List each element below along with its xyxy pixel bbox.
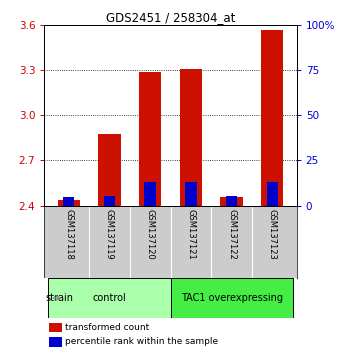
Bar — [49, 337, 62, 347]
Bar — [49, 323, 62, 332]
Text: GSM137119: GSM137119 — [105, 209, 114, 260]
Text: GSM137121: GSM137121 — [186, 209, 195, 260]
Text: percentile rank within the sample: percentile rank within the sample — [64, 337, 218, 347]
Text: transformed count: transformed count — [64, 323, 149, 332]
Bar — [180, 69, 202, 206]
Bar — [104, 196, 115, 206]
Text: GSM137122: GSM137122 — [227, 209, 236, 260]
Bar — [139, 72, 161, 206]
Text: GSM137118: GSM137118 — [64, 209, 73, 260]
Bar — [48, 278, 170, 318]
Text: strain: strain — [45, 293, 73, 303]
Text: TAC1 overexpressing: TAC1 overexpressing — [180, 293, 283, 303]
Bar — [170, 278, 293, 318]
Bar — [261, 30, 283, 206]
Bar — [58, 200, 80, 206]
Text: control: control — [92, 293, 126, 303]
Bar — [98, 134, 121, 206]
Bar — [267, 182, 278, 206]
Bar — [226, 196, 237, 206]
Title: GDS2451 / 258304_at: GDS2451 / 258304_at — [106, 11, 235, 24]
Bar — [185, 182, 196, 206]
Text: GSM137120: GSM137120 — [146, 209, 155, 260]
Bar — [63, 198, 74, 206]
Text: GSM137123: GSM137123 — [268, 209, 277, 260]
Bar — [145, 182, 156, 206]
Bar — [220, 198, 243, 206]
